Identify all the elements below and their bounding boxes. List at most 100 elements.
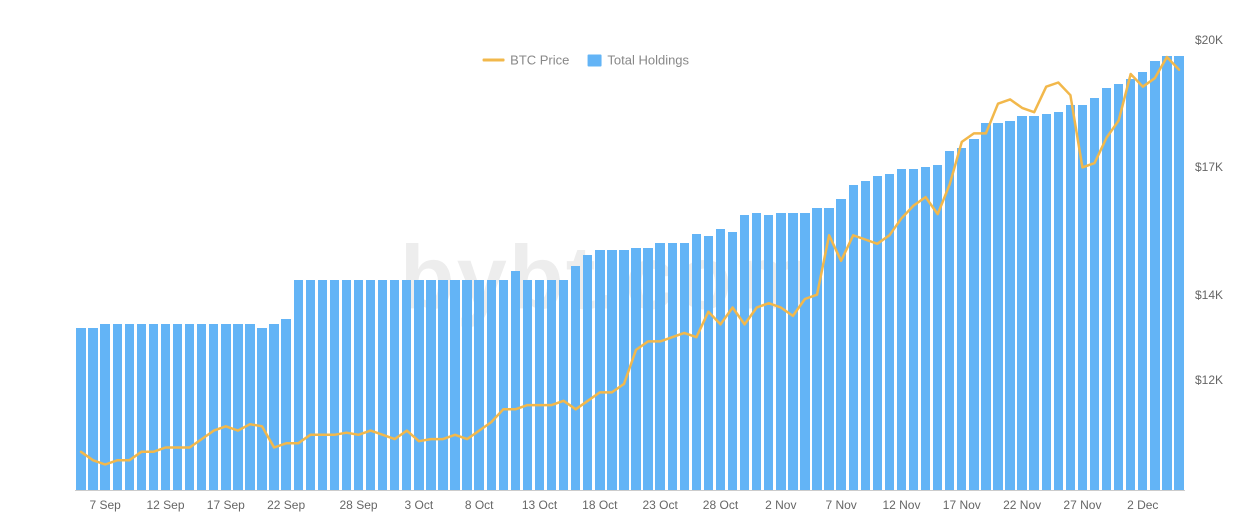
holdings-bar[interactable] bbox=[849, 185, 858, 490]
holdings-bar[interactable] bbox=[474, 280, 483, 490]
holdings-bar[interactable] bbox=[100, 324, 109, 490]
holdings-bar[interactable] bbox=[680, 243, 689, 490]
holdings-bar[interactable] bbox=[1042, 114, 1051, 490]
holdings-bar[interactable] bbox=[583, 255, 592, 490]
holdings-bar[interactable] bbox=[921, 167, 930, 490]
holdings-bar[interactable] bbox=[535, 280, 544, 490]
holdings-bar[interactable] bbox=[993, 123, 1002, 490]
holdings-bar[interactable] bbox=[836, 199, 845, 490]
holdings-bar[interactable] bbox=[716, 229, 725, 490]
holdings-bar[interactable] bbox=[197, 324, 206, 490]
holdings-bar[interactable] bbox=[1017, 116, 1026, 490]
holdings-bar[interactable] bbox=[631, 248, 640, 490]
x-tick-label: 27 Nov bbox=[1063, 498, 1101, 512]
holdings-bar[interactable] bbox=[1138, 72, 1147, 490]
holdings-bar[interactable] bbox=[1150, 61, 1159, 490]
holdings-bar[interactable] bbox=[547, 280, 556, 490]
holdings-bar[interactable] bbox=[88, 328, 97, 490]
holdings-bar[interactable] bbox=[800, 213, 809, 490]
holdings-bar[interactable] bbox=[354, 280, 363, 490]
x-axis-line bbox=[75, 490, 1185, 491]
x-tick-label: 2 Nov bbox=[765, 498, 796, 512]
holdings-bar[interactable] bbox=[450, 280, 459, 490]
holdings-bar[interactable] bbox=[571, 266, 580, 490]
holdings-bar[interactable] bbox=[909, 169, 918, 490]
holdings-bar[interactable] bbox=[1066, 105, 1075, 490]
holdings-bar[interactable] bbox=[619, 250, 628, 490]
holdings-bar[interactable] bbox=[426, 280, 435, 490]
holdings-bar[interactable] bbox=[969, 139, 978, 490]
holdings-bar[interactable] bbox=[390, 280, 399, 490]
holdings-bar[interactable] bbox=[366, 280, 375, 490]
holdings-bar[interactable] bbox=[76, 328, 85, 490]
holdings-bar[interactable] bbox=[306, 280, 315, 490]
holdings-bar[interactable] bbox=[668, 243, 677, 490]
holdings-bar[interactable] bbox=[402, 280, 411, 490]
holdings-bar[interactable] bbox=[209, 324, 218, 490]
holdings-bar[interactable] bbox=[245, 324, 254, 490]
holdings-bar[interactable] bbox=[438, 280, 447, 490]
holdings-bar[interactable] bbox=[1174, 56, 1183, 490]
holdings-bar[interactable] bbox=[462, 280, 471, 490]
holdings-bar[interactable] bbox=[161, 324, 170, 490]
holdings-bar[interactable] bbox=[1054, 112, 1063, 490]
holdings-bar[interactable] bbox=[378, 280, 387, 490]
holdings-bar[interactable] bbox=[607, 250, 616, 490]
holdings-bar[interactable] bbox=[655, 243, 664, 490]
holdings-bar[interactable] bbox=[294, 280, 303, 490]
holdings-bar[interactable] bbox=[330, 280, 339, 490]
holdings-bar[interactable] bbox=[704, 236, 713, 490]
holdings-bar[interactable] bbox=[113, 324, 122, 490]
holdings-bar[interactable] bbox=[1162, 56, 1171, 490]
holdings-bar[interactable] bbox=[281, 319, 290, 490]
holdings-bar[interactable] bbox=[957, 148, 966, 490]
holdings-bar[interactable] bbox=[125, 324, 134, 490]
holdings-bar[interactable] bbox=[257, 328, 266, 490]
holdings-bar[interactable] bbox=[897, 169, 906, 490]
holdings-bar[interactable] bbox=[812, 208, 821, 490]
holdings-bar[interactable] bbox=[173, 324, 182, 490]
holdings-bar[interactable] bbox=[1078, 105, 1087, 490]
holdings-bar[interactable] bbox=[233, 324, 242, 490]
holdings-bar[interactable] bbox=[499, 280, 508, 490]
holdings-bar[interactable] bbox=[764, 215, 773, 490]
holdings-bar[interactable] bbox=[933, 165, 942, 490]
holdings-bar[interactable] bbox=[740, 215, 749, 490]
holdings-bar[interactable] bbox=[824, 208, 833, 490]
holdings-bar[interactable] bbox=[221, 324, 230, 490]
holdings-bar[interactable] bbox=[945, 151, 954, 490]
holdings-bar[interactable] bbox=[185, 324, 194, 490]
holdings-bar[interactable] bbox=[873, 176, 882, 490]
holdings-bar[interactable] bbox=[788, 213, 797, 490]
holdings-bar[interactable] bbox=[487, 280, 496, 490]
x-tick-label: 18 Oct bbox=[582, 498, 617, 512]
holdings-bar[interactable] bbox=[149, 324, 158, 490]
x-tick-label: 3 Oct bbox=[405, 498, 434, 512]
holdings-bar[interactable] bbox=[885, 174, 894, 490]
holdings-bar[interactable] bbox=[137, 324, 146, 490]
holdings-bar[interactable] bbox=[269, 324, 278, 490]
holdings-bar[interactable] bbox=[595, 250, 604, 490]
holdings-bar[interactable] bbox=[318, 280, 327, 490]
x-tick-label: 7 Sep bbox=[89, 498, 120, 512]
holdings-bar[interactable] bbox=[414, 280, 423, 490]
holdings-bar[interactable] bbox=[1126, 79, 1135, 490]
holdings-bar[interactable] bbox=[523, 280, 532, 490]
holdings-bar[interactable] bbox=[752, 213, 761, 490]
holdings-bar[interactable] bbox=[1090, 98, 1099, 490]
holdings-bar[interactable] bbox=[643, 248, 652, 490]
holdings-bar[interactable] bbox=[692, 234, 701, 490]
holdings-bar[interactable] bbox=[776, 213, 785, 490]
x-tick-label: 28 Sep bbox=[340, 498, 378, 512]
holdings-bar[interactable] bbox=[342, 280, 351, 490]
x-tick-label: 13 Oct bbox=[522, 498, 557, 512]
holdings-bar[interactable] bbox=[1029, 116, 1038, 490]
holdings-bar[interactable] bbox=[559, 280, 568, 490]
holdings-bar[interactable] bbox=[728, 232, 737, 490]
holdings-bar[interactable] bbox=[1102, 88, 1111, 490]
holdings-bar[interactable] bbox=[1005, 121, 1014, 490]
holdings-bar[interactable] bbox=[981, 123, 990, 490]
holdings-bar[interactable] bbox=[861, 181, 870, 490]
holdings-bar[interactable] bbox=[1114, 84, 1123, 490]
holdings-bar[interactable] bbox=[511, 271, 520, 490]
